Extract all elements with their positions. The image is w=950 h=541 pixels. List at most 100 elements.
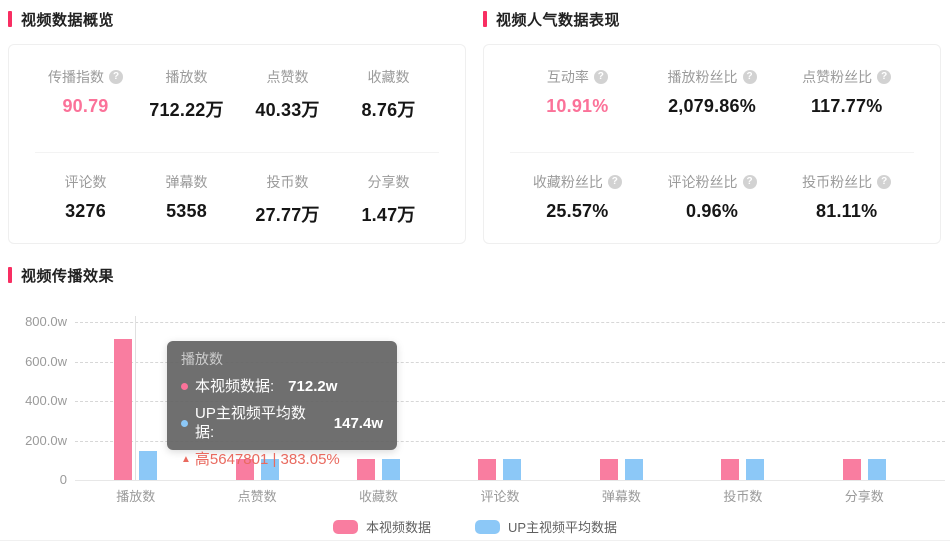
metric-label: 分享数 (367, 174, 410, 190)
metric-label: 收藏粉丝比 (532, 174, 603, 190)
tooltip-row-label: UP主视频平均数据: (195, 405, 306, 441)
help-icon[interactable]: ? (109, 70, 123, 84)
gridline (75, 322, 945, 323)
metric-value: 0.96% (685, 201, 739, 221)
metric-label: 点赞粉丝比 (802, 69, 873, 85)
bar-group-0 (75, 318, 196, 480)
spread-chart-section: 视频传播效果 800.0w 600.0w 400.0w 200.0w 0 播放数 点赞数收… (0, 258, 950, 541)
bar-series1-5[interactable] (746, 459, 765, 480)
legend-label: UP主视频平均数据 (507, 520, 618, 535)
legend-label: 本视频数据 (365, 520, 431, 535)
bar-plot (75, 318, 925, 480)
gridline (75, 480, 945, 481)
metric-share-count: 分享数 1.47万 (338, 172, 439, 243)
legend-swatch-blue-icon (474, 519, 500, 534)
metric-label: 投币数 (266, 174, 309, 190)
help-icon[interactable]: ? (607, 175, 622, 189)
popularity-card: 互动率 ? 10.91% 播放粉丝比 ? 2,079.86% 点赞粉丝比 ? 1… (483, 44, 941, 244)
bar-series1-6[interactable] (867, 459, 886, 480)
metric-value: 2,079.86% (668, 96, 756, 116)
metric-label: 点赞数 (266, 69, 309, 85)
popularity-title-text: 视频人气数据表现 (496, 11, 621, 29)
metric-label: 互动率 (546, 69, 589, 85)
bar-series0-0[interactable] (114, 339, 133, 480)
popularity-section-title: 视频人气数据表现 (483, 10, 621, 29)
y-tick-label: 600.0w (25, 353, 67, 369)
bar-group-3 (439, 318, 560, 480)
metric-value: 3276 (65, 201, 106, 221)
bar-series0-5[interactable] (721, 459, 740, 480)
y-tick-label: 200.0w (25, 432, 67, 448)
metric-comment-fan-ratio: 评论粉丝比 ? 0.96% (645, 172, 780, 243)
category-label: 投币数 (723, 489, 763, 504)
metric-value: 10.91% (546, 96, 609, 116)
metric-coin-fan-ratio: 投币粉丝比 ? 81.11% (779, 172, 914, 243)
metric-value: 81.11% (816, 201, 878, 221)
bar-series0-4[interactable] (599, 459, 618, 480)
spread-title-text: 视频传播效果 (21, 267, 115, 285)
y-tick-label: 800.0w (25, 314, 67, 329)
tooltip-row-value: 147.4w (333, 414, 383, 432)
metric-label: 播放粉丝比 (667, 69, 738, 85)
bar-group-4 (561, 318, 682, 480)
help-icon[interactable]: ? (593, 70, 608, 84)
legend-swatch-pink-icon (332, 519, 358, 534)
category-label: 点赞数 (237, 489, 277, 504)
y-tick-label: 400.0w (25, 393, 67, 408)
category-label: 评论数 (480, 489, 520, 504)
axis-pointer-line (135, 316, 136, 480)
bar-series1-4[interactable] (624, 459, 643, 480)
pink-dot-icon (181, 383, 188, 390)
metric-label: 投币粉丝比 (802, 174, 873, 190)
tooltip-delta-text: 高5647801 | 383.05% (194, 451, 340, 468)
metric-value: 27.77万 (255, 205, 320, 225)
bar-series1-2[interactable] (382, 459, 401, 480)
category-axis: 播放数 点赞数 收藏数 评论数 弹幕数 投币数 分享数 (75, 486, 925, 505)
help-icon[interactable]: ? (877, 175, 892, 189)
help-icon[interactable]: ? (877, 70, 892, 84)
tooltip-row-this-video: 本视频数据: 712.2w (181, 377, 383, 396)
bar-group-1 (196, 318, 317, 480)
metric-coin-count: 投币数 27.77万 (237, 172, 338, 243)
bar-series0-1[interactable] (235, 459, 254, 480)
metric-value: 1.47万 (361, 205, 416, 225)
bar-group-6 (804, 318, 925, 480)
category-label: 播放数 (116, 489, 156, 504)
bar-series1-1[interactable] (260, 459, 279, 480)
bar-series0-6[interactable] (842, 459, 861, 480)
metric-spread-index: 传播指数 ? 90.79 (35, 67, 136, 152)
spread-section-title: 视频传播效果 (8, 266, 115, 285)
bar-series0-2[interactable] (357, 459, 376, 480)
tooltip-row-up-average: UP主视频平均数据: 147.4w (181, 404, 383, 442)
metric-value: 117.77% (810, 96, 883, 116)
help-icon[interactable]: ? (742, 175, 757, 189)
gridline (75, 401, 945, 402)
metric-like-fan-ratio: 点赞粉丝比 ? 117.77% (779, 67, 914, 152)
gridline (75, 361, 945, 363)
metric-value: 712.22万 (149, 100, 224, 120)
metric-favorite-count: 收藏数 8.76万 (338, 67, 439, 152)
chart-tooltip: 播放数 本视频数据: 712.2w UP主视频平均数据: 147.4w ▲ 高5… (167, 341, 397, 468)
metric-play-count: 播放数 712.22万 (136, 67, 237, 152)
overview-section-title: 视频数据概览 (8, 10, 114, 29)
metric-label: 传播指数 (48, 69, 104, 85)
legend-item-this-video[interactable]: 本视频数据 (332, 517, 431, 536)
bar-series1-3[interactable] (503, 459, 522, 480)
accent-bar-icon (8, 267, 12, 283)
bar-series1-0[interactable] (139, 451, 158, 480)
tooltip-row-value: 712.2w (288, 378, 338, 395)
bar-series0-3[interactable] (478, 459, 497, 480)
bar-group-5 (682, 318, 803, 480)
help-icon[interactable]: ? (742, 70, 757, 84)
metric-value: 8.76万 (361, 100, 416, 120)
legend-item-up-average[interactable]: UP主视频平均数据 (474, 517, 618, 536)
metric-play-fan-ratio: 播放粉丝比 ? 2,079.86% (645, 67, 780, 152)
bar-group-2 (318, 318, 439, 480)
metric-comment-count: 评论数 3276 (35, 172, 136, 243)
y-tick-label: 0 (59, 472, 67, 487)
metric-like-count: 点赞数 40.33万 (237, 67, 338, 152)
up-triangle-icon: ▲ (181, 454, 191, 465)
chart-legend: 本视频数据 UP主视频平均数据 (0, 517, 950, 536)
metric-favorite-fan-ratio: 收藏粉丝比 ? 25.57% (510, 172, 645, 243)
